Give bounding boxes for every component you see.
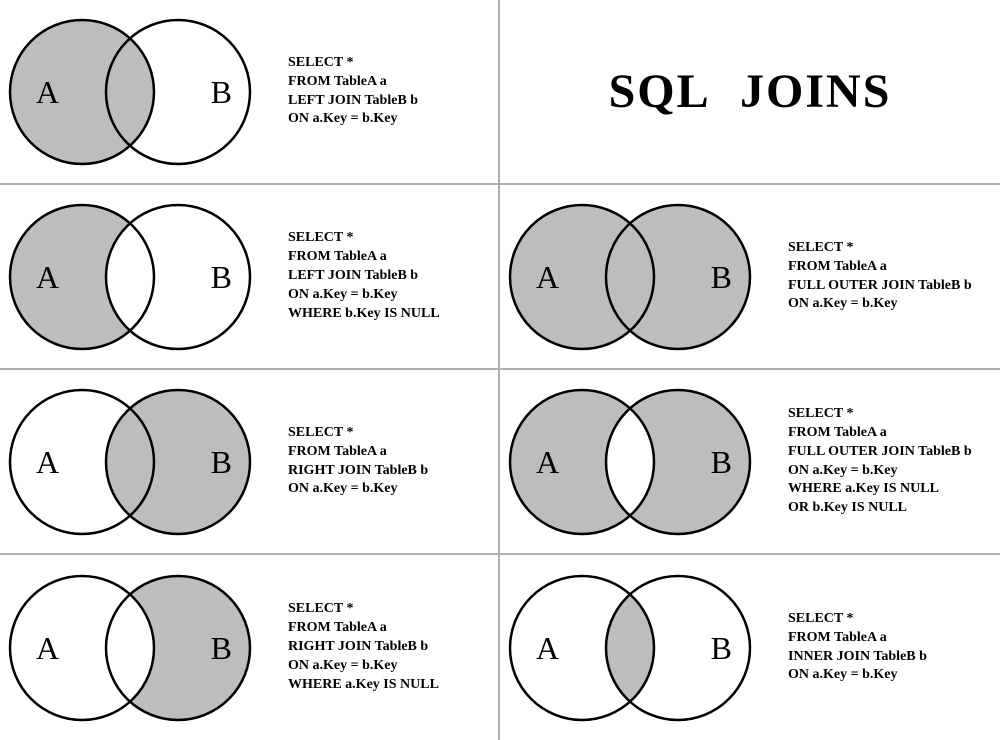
code-left-excl: SELECT * FROM TableA a LEFT JOIN TableB … [260, 229, 498, 323]
venn-label-b: B [211, 76, 232, 108]
venn-label-a: A [36, 632, 59, 664]
cell-left-excl: A B SELECT * FROM TableA a LEFT JOIN Tab… [0, 185, 500, 370]
cell-full-outer: A B SELECT * FROM TableA a FULL OUTER JO… [500, 185, 1000, 370]
cell-full-outer-excl: A B SELECT * FROM TableA a FULL OUTER JO… [500, 370, 1000, 555]
venn-full-outer: A B [500, 184, 760, 369]
venn-label-b: B [711, 632, 732, 664]
venn-label-b: B [211, 261, 232, 293]
cell-inner-join: A B SELECT * FROM TableA a INNER JOIN Ta… [500, 555, 1000, 740]
venn-label-b: B [711, 446, 732, 478]
venn-label-a: A [36, 76, 59, 108]
cell-right-excl: A B SELECT * FROM TableA a RIGHT JOIN Ta… [0, 555, 500, 740]
join-grid: A B SELECT * FROM TableA a LEFT JOIN Tab… [0, 0, 1000, 740]
venn-label-a: A [536, 446, 559, 478]
venn-label-a: A [536, 261, 559, 293]
venn-right-excl: A B [0, 555, 260, 740]
code-full-outer-excl: SELECT * FROM TableA a FULL OUTER JOIN T… [760, 405, 1000, 518]
cell-title: SQL JOINS [500, 0, 1000, 185]
code-inner-join: SELECT * FROM TableA a INNER JOIN TableB… [760, 610, 1000, 686]
venn-label-b: B [211, 632, 232, 664]
venn-left-join: A B [0, 0, 260, 184]
venn-inner-join: A B [500, 555, 760, 740]
code-right-join: SELECT * FROM TableA a RIGHT JOIN TableB… [260, 424, 498, 500]
venn-label-a: A [36, 446, 59, 478]
venn-label-a: A [36, 261, 59, 293]
venn-label-b: B [211, 446, 232, 478]
venn-label-b: B [711, 261, 732, 293]
venn-left-excl: A B [0, 184, 260, 369]
cell-right-join: A B SELECT * FROM TableA a RIGHT JOIN Ta… [0, 370, 500, 555]
code-left-join: SELECT * FROM TableA a LEFT JOIN TableB … [260, 54, 498, 130]
venn-full-outer-excl: A B [500, 369, 760, 554]
code-full-outer: SELECT * FROM TableA a FULL OUTER JOIN T… [760, 239, 1000, 315]
code-right-excl: SELECT * FROM TableA a RIGHT JOIN TableB… [260, 600, 498, 694]
venn-right-join: A B [0, 369, 260, 554]
page-title: SQL JOINS [609, 64, 892, 119]
cell-left-join: A B SELECT * FROM TableA a LEFT JOIN Tab… [0, 0, 500, 185]
venn-label-a: A [536, 632, 559, 664]
